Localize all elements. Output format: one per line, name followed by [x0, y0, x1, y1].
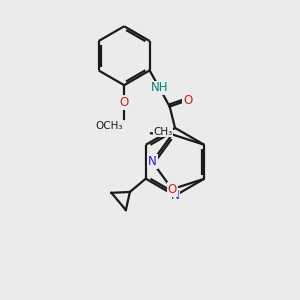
Text: O: O: [119, 96, 129, 109]
Text: OCH₃: OCH₃: [95, 121, 123, 131]
Text: N: N: [171, 189, 179, 202]
Text: CH₃: CH₃: [153, 127, 172, 137]
Text: NH: NH: [151, 82, 168, 94]
Text: O: O: [167, 183, 177, 196]
Text: O: O: [183, 94, 192, 107]
Text: N: N: [148, 155, 157, 168]
